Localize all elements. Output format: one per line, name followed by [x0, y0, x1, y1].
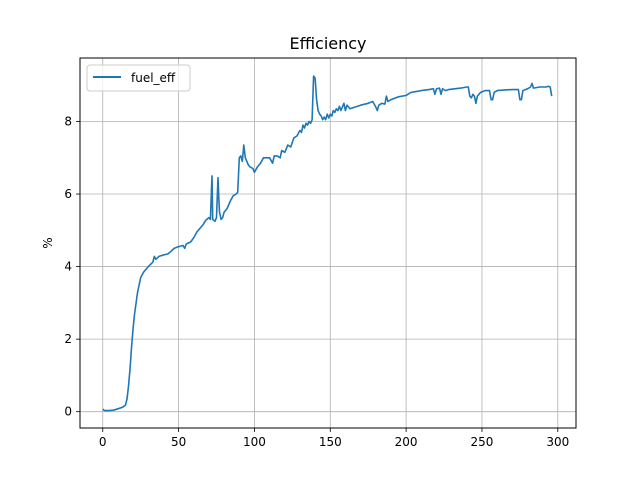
legend: fuel_eff [86, 64, 191, 92]
x-tick-label: 250 [471, 435, 494, 449]
x-tick-label: 150 [319, 435, 342, 449]
x-tick-label: 100 [243, 435, 266, 449]
y-tick-label: 8 [64, 114, 72, 128]
x-axis-ticks: 0 50 100 150 200 250 300 [99, 428, 569, 449]
y-tick-label: 0 [64, 405, 72, 419]
y-axis-ticks: 0 2 4 6 8 [64, 114, 80, 419]
y-tick-label: 2 [64, 332, 72, 346]
x-tick-label: 50 [171, 435, 186, 449]
x-tick-label: 300 [546, 435, 569, 449]
chart-title: Efficiency [289, 34, 366, 53]
x-tick-label: 0 [99, 435, 107, 449]
series-line-fuel-eff [102, 75, 553, 412]
y-tick-label: 6 [64, 187, 72, 201]
legend-box [86, 64, 191, 92]
y-axis-label: % [41, 237, 55, 248]
legend-label-fuel-eff: fuel_eff [131, 71, 176, 85]
plot-area [80, 58, 576, 428]
x-tick-label: 200 [395, 435, 418, 449]
grid-lines [80, 58, 576, 428]
axes-frame [79, 57, 577, 429]
series-lines [102, 75, 553, 412]
y-tick-label: 4 [64, 260, 72, 274]
